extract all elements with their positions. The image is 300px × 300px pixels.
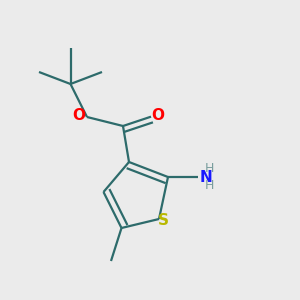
Text: H: H xyxy=(205,162,214,175)
Text: O: O xyxy=(73,108,85,123)
Text: N: N xyxy=(200,169,212,184)
Text: O: O xyxy=(152,108,164,123)
Text: H: H xyxy=(205,179,214,192)
Text: S: S xyxy=(158,213,169,228)
